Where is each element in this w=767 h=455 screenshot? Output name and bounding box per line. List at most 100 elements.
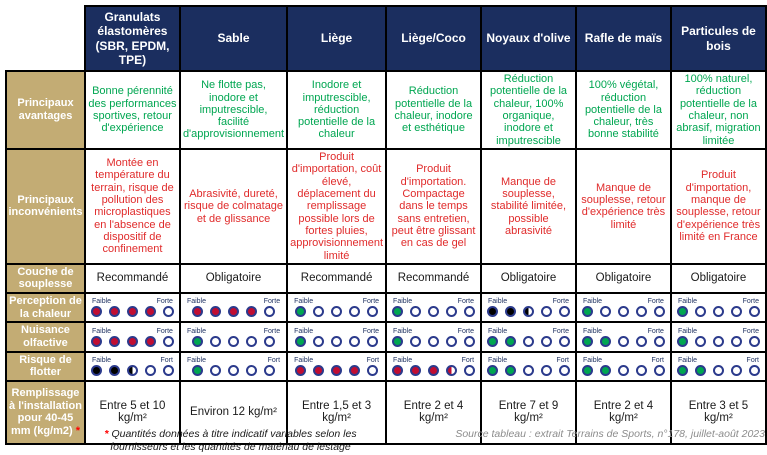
rating-dot-icon — [410, 364, 422, 376]
rating-dot-icon — [313, 335, 325, 347]
rating-dots — [90, 364, 175, 376]
rating-dots — [581, 364, 666, 376]
value-cell: Environ 12 kg/m² — [178, 379, 289, 445]
scale-label-faible: Faible — [582, 327, 603, 335]
value-cell: Produit d'importation, manque de souples… — [669, 148, 767, 265]
rating-dot-icon — [464, 306, 476, 318]
rating-dot-icon — [748, 335, 760, 347]
rating-dot-icon — [428, 364, 440, 376]
rating-dot-icon — [246, 364, 258, 376]
scale-labels: Faible Forte — [90, 328, 175, 335]
rating-dots — [185, 364, 282, 376]
rating-dots — [292, 306, 381, 318]
rating-dot-icon — [505, 306, 516, 318]
rating-dot-icon — [367, 335, 379, 347]
row-label: Principaux inconvénients — [5, 148, 86, 265]
scale-label-fort: Fort — [746, 356, 759, 364]
rating-dots — [486, 306, 571, 318]
rating-dots — [581, 306, 666, 318]
value-cell: Ne flotte pas, inodore et imputrescible,… — [178, 70, 289, 150]
rating-dots — [292, 335, 381, 347]
rating-dot-icon — [676, 306, 688, 318]
rating-dot-icon — [228, 364, 240, 376]
rating-dot-icon — [108, 306, 120, 318]
rating-dots — [581, 335, 666, 347]
rating-dots — [90, 306, 175, 318]
rating-dot-icon — [162, 306, 174, 318]
scale-label-faible: Faible — [677, 298, 698, 306]
rating-dot-icon — [410, 306, 422, 318]
scale-label-faible: Faible — [186, 356, 207, 364]
rating-dot-icon — [392, 364, 404, 376]
rating-dot-icon — [712, 364, 724, 376]
rating-dot-icon — [446, 306, 458, 318]
scale-label-fort: Forte — [457, 327, 475, 335]
rating-scale-cell: Faible Forte — [574, 321, 672, 353]
scale-label-fort: Fort — [160, 356, 173, 364]
value-cell: 100% naturel, réduction potentielle de l… — [669, 70, 767, 150]
scale-labels: Faible Forte — [486, 298, 571, 305]
corner-empty-cell — [6, 6, 85, 71]
table-row: Risque de flotter Faible Fort Faible Fort Fai… — [5, 350, 767, 382]
rating-dots — [486, 335, 571, 347]
rating-dot-icon — [264, 335, 276, 347]
rating-dot-icon — [349, 364, 361, 376]
value-cell: Entre 1,5 et 3 kg/m² — [286, 379, 388, 445]
footnote-source: Source tableau : extrait Terrains de Spo… — [455, 428, 765, 440]
rating-dot-icon — [90, 335, 102, 347]
value-cell: Entre 3 et 5 kg/m² — [669, 379, 767, 445]
rating-dot-icon — [367, 364, 379, 376]
row-label: Perception de la chaleur — [5, 292, 86, 324]
rating-dot-icon — [410, 335, 422, 347]
rating-dot-icon — [313, 306, 325, 318]
scale-labels: Faible Forte — [581, 298, 666, 305]
scale-label-faible: Faible — [294, 356, 314, 364]
footnote-asterisk: * — [104, 428, 109, 440]
rating-scale-cell: Faible Forte — [178, 321, 289, 353]
value-cell: Obligatoire — [669, 262, 767, 295]
rating-dot-icon — [712, 335, 724, 347]
table-row: Perception de la chaleur Faible Forte Faibl… — [5, 292, 767, 324]
value-cell: Obligatoire — [480, 262, 577, 295]
rating-dot-icon — [162, 364, 174, 376]
scale-label-faible: Faible — [91, 298, 112, 306]
scale-label-fort: Forte — [742, 298, 759, 306]
scale-label-fort: Forte — [552, 327, 569, 335]
rating-dot-icon — [523, 335, 534, 347]
rating-dot-icon — [694, 306, 706, 318]
value-cell: 100% végétal, réduction potentielle de l… — [574, 70, 672, 150]
rating-dot-icon — [90, 306, 102, 318]
rating-scale-cell: Faible Fort — [669, 350, 767, 382]
rating-dot-icon — [676, 364, 688, 376]
rating-dot-icon — [331, 335, 343, 347]
rating-dots — [676, 364, 761, 376]
rating-dot-icon — [392, 306, 404, 318]
row-label: Nuisance olfactive — [5, 321, 86, 353]
rating-dot-icon — [523, 306, 534, 318]
rating-dot-icon — [505, 335, 516, 347]
rating-dot-icon — [446, 335, 458, 347]
column-header-particules-bois: Particules de bois — [669, 5, 767, 72]
scale-label-faible: Faible — [294, 327, 314, 335]
rating-scale-cell: Faible Forte — [480, 292, 577, 324]
rating-dot-icon — [210, 364, 222, 376]
rating-dot-icon — [295, 306, 307, 318]
rating-dot-icon — [730, 364, 742, 376]
rating-dot-icon — [653, 335, 665, 347]
rating-dot-icon — [694, 335, 706, 347]
value-cell: Produit d'importation, coût élevé, dépla… — [286, 148, 388, 265]
rating-scale-cell: Faible Fort — [286, 350, 388, 382]
table-row: Principaux inconvénients Montée en tempér… — [5, 148, 767, 265]
rating-dot-icon — [487, 306, 498, 318]
rating-dot-icon — [581, 306, 593, 318]
value-cell: Entre 5 et 10 kg/m² — [83, 379, 181, 445]
scale-label-faible: Faible — [393, 298, 413, 306]
scale-labels: Faible Forte — [676, 328, 761, 335]
column-header-liege-coco: Liège/Coco — [385, 5, 483, 72]
rating-scale-cell: Faible Fort — [480, 350, 577, 382]
scale-labels: Faible Forte — [486, 328, 571, 335]
value-cell: Manque de souplesse, stabilité limitée, … — [480, 148, 577, 265]
value-cell: Réduction potentielle de la chaleur, 100… — [480, 70, 577, 150]
rating-dot-icon — [126, 364, 138, 376]
rating-dot-icon — [523, 364, 534, 376]
